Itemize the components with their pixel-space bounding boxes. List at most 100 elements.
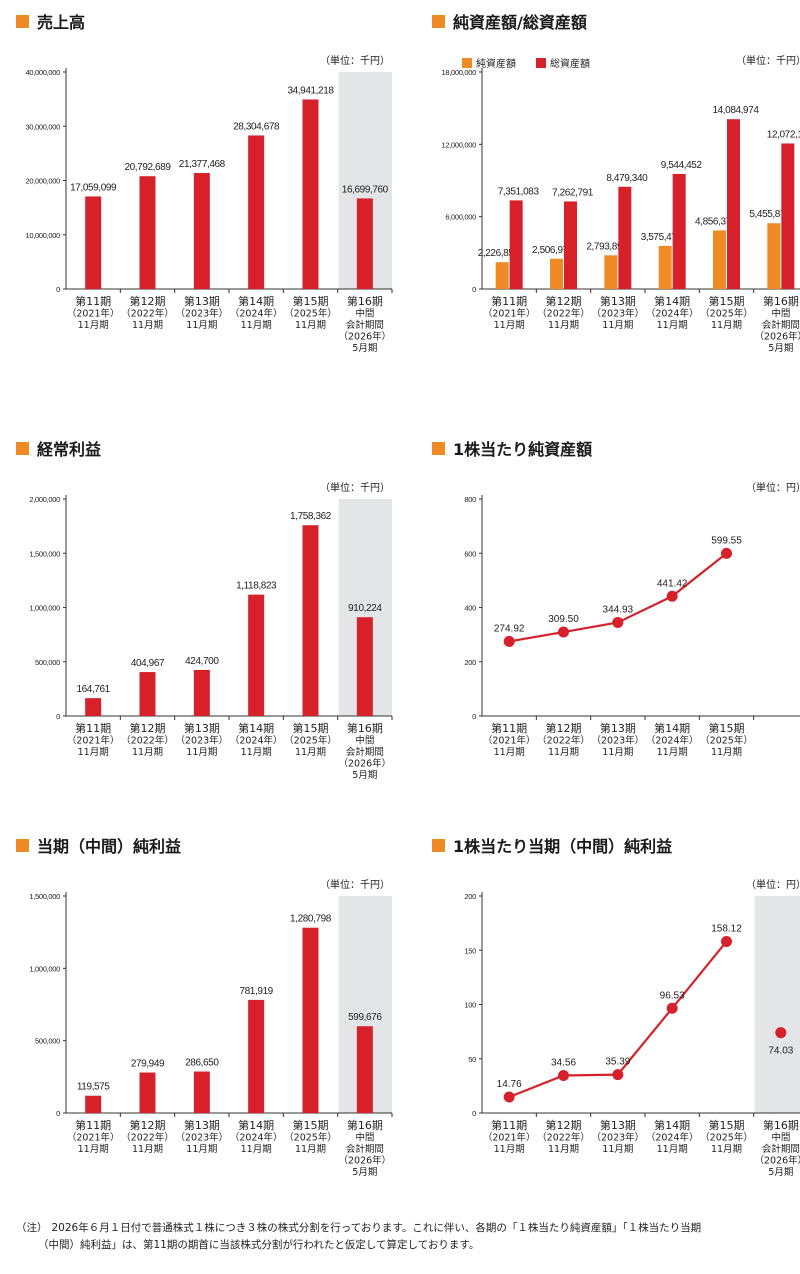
x-tick-label: 第13期（2023年） 11月期 [591,721,644,758]
section-marker [432,441,445,455]
data-label: 7,351,083 [498,186,540,197]
x-tick-label: 第16期中間会計期間（2026年）5月期 [338,294,391,354]
bar [139,1072,156,1113]
data-label: 16,699,760 [342,184,389,195]
y-tick-label: 0 [56,1109,60,1118]
data-label: 1,758,362 [290,511,332,522]
chart-panel-sales: 売上高 （単位：千円） 0 10,000,000 20,000,000 30,000,0… [16,6,406,416]
x-tick-label: 第13期（2023年） 11月期 [591,294,644,331]
y-tick-label: 0 [472,712,476,721]
x-tick-label: 第14期（2024年） 11月期 [646,721,699,758]
bar [495,262,509,289]
bar [302,927,319,1113]
data-label: 344.93 [603,604,634,615]
x-tick-label: 第15期（2025年） 11月期 [284,721,337,758]
data-label: 781,919 [239,986,273,997]
y-tick-label: 500,000 [35,658,60,667]
data-label: 35.39 [605,1057,630,1068]
x-tick-label: 第12期（2022年） 11月期 [121,1118,174,1155]
unit-label: （単位：円） [746,878,800,891]
unit-label: （単位：千円） [320,878,390,891]
x-tick-label: 第16期中間会計期間（2026年）5月期 [754,1118,800,1178]
x-tick-label: 第13期（2023年） 11月期 [175,1118,228,1155]
x-tick-label: 第12期（2022年） 11月期 [121,721,174,758]
bar [85,1095,102,1113]
legend-label: 純資産額 [476,57,516,70]
section-marker [432,14,445,28]
bar [85,698,102,716]
x-tick-label: 第12期（2022年） 11月期 [537,294,590,331]
bar [302,525,319,716]
y-tick-label: 0 [56,712,60,721]
data-label: 441.42 [657,578,688,589]
data-label: 12,072,133 [767,129,800,140]
x-tick-label: 第16期中間会計期間（2026年）5月期 [338,1118,391,1178]
x-tick-label: 第13期（2023年） 11月期 [175,294,228,331]
data-label: 274.92 [494,623,525,634]
data-point [666,590,678,602]
chart-title: 1株当たり当期（中間）純利益 [453,837,673,856]
data-point [666,1002,678,1014]
legend-swatch [462,58,472,68]
section-marker [16,14,29,28]
chart-panel-bps: 1株当たり純資産額 （単位：円） 0 200 400 600 800 第11期（2021年）… [432,433,800,843]
chart-header: 売上高 [16,6,85,36]
chart-header: 経常利益 [16,433,101,463]
y-tick-label: 40,000,000 [25,68,60,77]
chart-svg: （単位：円） 0 50 100 150 200 第11期（2021年） 11月期第12期（20… [464,878,800,1178]
x-tick-label: 第11期（2021年） 11月期 [67,721,120,758]
data-label: 158.12 [711,923,742,934]
y-tick-label: 30,000,000 [25,122,60,131]
data-label: 20,792,689 [124,162,171,173]
chart-header: 1株当たり純資産額 [432,433,592,463]
chart-panel-netincome: 当期（中間）純利益 （単位：千円） 0 500,000 1,000,000 1,500,… [16,830,406,1240]
x-tick-label: 第11期（2021年） 11月期 [483,294,536,331]
footnote-line-2: （中間）純利益」は、第11期の期首に当該株式分割が行われたと仮定して算定しており… [38,1239,480,1251]
y-tick-label: 1,500,000 [29,892,60,901]
bar [767,223,781,289]
y-tick-label: 200 [464,658,476,667]
y-tick-label: 50 [468,1055,476,1064]
x-tick-label: 第14期（2024年） 11月期 [646,294,699,331]
y-tick-label: 100 [464,1001,476,1010]
bar [604,255,618,289]
chart-svg: （単位：千円） 0 10,000,000 20,000,000 30,000,000 40… [25,54,393,354]
data-point [721,547,732,559]
x-tick-label: 第11期（2021年） 11月期 [483,1118,536,1155]
bar [618,186,632,289]
x-tick-label: 第11期（2021年） 11月期 [67,1118,120,1155]
data-point [503,1091,515,1103]
y-tick-label: 1,000,000 [29,604,60,613]
x-tick-label: 第15期（2025年） 11月期 [700,1118,753,1155]
y-tick-label: 1,500,000 [29,549,60,558]
y-tick-label: 200 [464,892,476,901]
bar [672,173,686,289]
y-tick-label: 0 [472,285,476,294]
data-label: 599.55 [711,535,742,546]
chart-header: 1株当たり当期（中間）純利益 [432,830,672,860]
y-tick-label: 0 [472,1109,476,1118]
unit-label: （単位：千円） [320,481,390,494]
unit-label: （単位：円） [746,481,800,494]
legend-swatch [536,58,546,68]
bar [658,245,672,289]
y-tick-label: 6,000,000 [445,213,476,222]
bar [781,143,795,289]
data-label: 286,650 [185,1058,219,1069]
section-marker [16,838,29,852]
x-tick-label: 第12期（2022年） 11月期 [537,1118,590,1155]
bar [193,1071,210,1113]
footnote-line-1: 2026年６月１日付で普通株式１株につき３株の株式分割を行っております。これに伴… [51,1222,702,1234]
x-tick-label: 第15期（2025年） 11月期 [284,294,337,331]
x-tick-label: 第16期中間会計期間（2026年）5月期 [754,294,800,354]
chart-title: 純資産額/総資産額 [453,13,587,32]
unit-label: （単位：千円） [320,54,390,67]
bar [248,594,265,716]
bar [356,198,373,289]
section-marker [16,441,29,455]
interim-period-shade [754,896,800,1113]
x-tick-label: 第11期（2021年） 11月期 [483,721,536,758]
chart-panel-eps: 1株当たり当期（中間）純利益 （単位：円） 0 50 100 150 200 第11期（20… [432,830,800,1240]
y-tick-label: 10,000,000 [25,231,60,240]
x-tick-label: 第11期（2021年） 11月期 [67,294,120,331]
